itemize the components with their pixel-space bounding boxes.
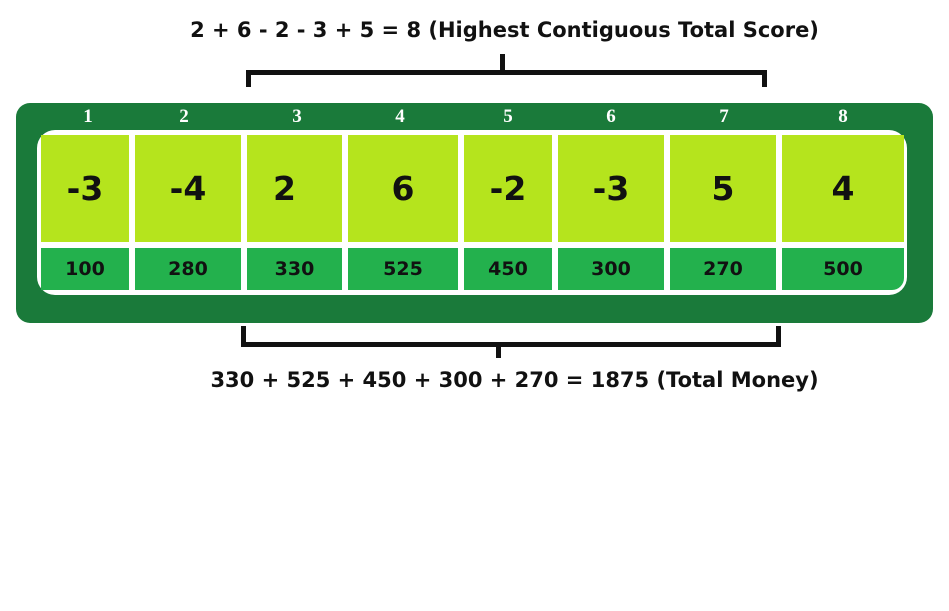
score-cell: -3 (41, 135, 129, 242)
money-cell: 500 (782, 248, 904, 290)
score-cell: 5 (670, 135, 776, 242)
column-index: 6 (606, 106, 616, 127)
bottom-caption: 330 + 525 + 450 + 300 + 270 = 1875 (Tota… (210, 368, 819, 392)
money-cell: 330 (247, 248, 342, 290)
money-cell: 450 (464, 248, 552, 290)
column-index: 2 (179, 106, 189, 127)
money-cell: 270 (670, 248, 776, 290)
money-cell: 525 (348, 248, 458, 290)
money-cell: 280 (135, 248, 241, 290)
score-cell: 2 (247, 135, 342, 242)
score-cell: 6 (348, 135, 458, 242)
money-cell: 100 (41, 248, 129, 290)
score-cell: -3 (558, 135, 664, 242)
column-index: 3 (292, 106, 302, 127)
column-index: 5 (503, 106, 513, 127)
score-cell: -2 (464, 135, 552, 242)
score-cell: -4 (135, 135, 241, 242)
top-caption: 2 + 6 - 2 - 3 + 5 = 8 (Highest Contiguou… (190, 18, 819, 42)
money-cell: 300 (558, 248, 664, 290)
column-index: 8 (838, 106, 848, 127)
column-index: 4 (395, 106, 405, 127)
score-cell: 4 (782, 135, 904, 242)
column-index: 1 (83, 106, 93, 127)
column-index: 7 (719, 106, 729, 127)
